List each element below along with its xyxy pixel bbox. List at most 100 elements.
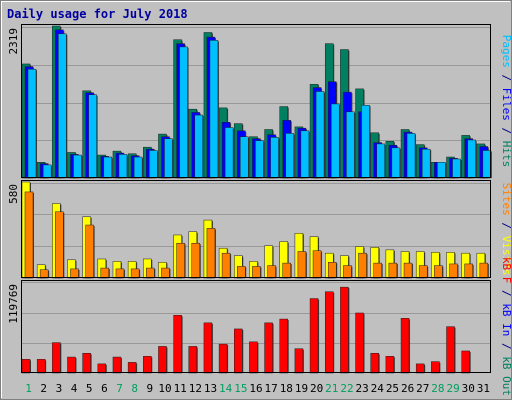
x-tick-label-day-2: 2 <box>40 382 47 395</box>
bar-pages-day-21 <box>330 103 340 179</box>
panel-visits: 580 Sites / Visits <box>7 180 512 279</box>
bar-pages-day-4 <box>73 154 82 179</box>
x-tick-label-day-3: 3 <box>56 382 63 395</box>
bar-sites-day-30 <box>464 263 473 279</box>
bar-pages-day-6 <box>103 156 113 179</box>
bar-pages-day-24 <box>376 143 385 179</box>
bar-sites-day-17 <box>267 265 276 279</box>
x-tick-label-day-14: 14 <box>219 382 233 395</box>
bar-kb-f-day-19 <box>294 348 304 374</box>
bar-kb-f-day-27 <box>415 363 425 374</box>
bar-sites-day-8 <box>130 268 140 279</box>
x-tick-label-day-18: 18 <box>280 382 293 395</box>
bar-pages-day-1 <box>27 68 37 179</box>
bar-kb-f-day-14 <box>218 343 228 374</box>
bar-sites-day-22 <box>343 265 352 279</box>
bar-sites-day-31 <box>479 262 489 279</box>
bar-pages-day-9 <box>149 150 158 179</box>
panel-border <box>21 280 491 373</box>
bar-kb-f-day-10 <box>158 346 167 374</box>
panel-border <box>21 180 491 278</box>
bar-kb-f-day-25 <box>385 356 395 374</box>
bar-sites-day-14 <box>221 252 231 279</box>
bar-sites-day-20 <box>312 250 322 279</box>
bar-kb-f-day-18 <box>279 318 288 374</box>
x-tick-label-day-29: 29 <box>446 382 459 395</box>
bar-sites-day-24 <box>373 262 382 279</box>
bar-sites-day-15 <box>237 266 246 279</box>
series-sites <box>24 191 489 279</box>
x-tick-label-day-20: 20 <box>310 382 323 395</box>
bar-kb-f-day-29 <box>446 326 455 374</box>
bar-sites-day-10 <box>161 267 170 279</box>
legend-entry: Hits <box>500 141 512 168</box>
bar-sites-day-12 <box>191 242 201 279</box>
legend-entry: Pages <box>500 35 512 68</box>
y-max-label: 2319 <box>7 28 20 55</box>
x-tick-label-day-15: 15 <box>234 382 247 395</box>
x-tick-label-day-6: 6 <box>101 382 108 395</box>
x-tick-label-day-27: 27 <box>416 382 429 395</box>
bar-kb-f-day-12 <box>188 346 198 374</box>
legend-entry: kB F <box>500 257 512 284</box>
bar-sites-day-9 <box>146 267 155 279</box>
panel-border <box>21 24 491 178</box>
x-tick-label-day-7: 7 <box>116 382 123 395</box>
bar-pages-day-13 <box>209 40 219 179</box>
bar-pages-day-8 <box>133 156 143 179</box>
bar-sites-day-23 <box>358 252 367 279</box>
bar-sites-day-6 <box>100 267 110 279</box>
x-tick-label-day-8: 8 <box>131 382 138 395</box>
bar-pages-day-3 <box>58 33 67 179</box>
legend-label: Sites / Visits <box>500 183 512 276</box>
bar-kb-f-day-2 <box>36 359 46 374</box>
legend-entry: Visits <box>500 236 512 276</box>
bar-sites-day-11 <box>176 242 185 279</box>
bar-sites-day-26 <box>403 262 413 279</box>
bar-pages-day-26 <box>406 133 416 179</box>
x-axis-labels: 1 2 3 4 5 6 7 8 9 10 11 12 13 14 15 16 17 18 19 20 21 22 23 24 2… <box>25 382 490 395</box>
x-tick-label-day-22: 22 <box>340 382 353 395</box>
bar-sites-day-19 <box>297 251 307 279</box>
bar-pages-day-29 <box>452 158 461 179</box>
bar-kb-f-day-17 <box>264 322 273 374</box>
x-tick-label-day-9: 9 <box>147 382 154 395</box>
bar-pages-day-14 <box>224 127 234 179</box>
bar-kb-f-day-1 <box>21 359 31 374</box>
x-tick-label-day-17: 17 <box>265 382 278 395</box>
panel-hits: 2319 Pages / Files / Hits <box>7 24 512 179</box>
bar-sites-day-21 <box>327 262 337 279</box>
bar-pages-day-16 <box>255 140 264 179</box>
bar-sites-day-25 <box>388 262 398 279</box>
bar-pages-day-31 <box>482 150 492 179</box>
bar-sites-day-18 <box>282 262 291 279</box>
bar-sites-day-2 <box>39 269 49 279</box>
bar-pages-day-18 <box>285 133 294 179</box>
bar-kb-f-day-4 <box>67 356 76 374</box>
x-tick-label-day-16: 16 <box>249 382 262 395</box>
bar-pages-day-19 <box>300 130 310 179</box>
bar-kb-f-day-6 <box>97 363 107 374</box>
bar-sites-day-4 <box>70 268 79 279</box>
bar-kb-f-day-28 <box>431 361 440 374</box>
x-tick-label-day-25: 25 <box>386 382 399 395</box>
x-tick-label-day-1: 1 <box>25 382 32 395</box>
x-tick-label-day-21: 21 <box>325 382 338 395</box>
legend-entry: / <box>500 68 512 88</box>
bar-pages-day-28 <box>437 162 446 179</box>
bar-pages-day-15 <box>240 136 249 179</box>
x-tick-label-day-24: 24 <box>371 382 385 395</box>
bar-kb-f-day-9 <box>143 356 152 374</box>
x-tick-label-day-23: 23 <box>356 382 369 395</box>
x-tick-label-day-26: 26 <box>401 382 414 395</box>
x-tick-label-day-13: 13 <box>204 382 217 395</box>
legend-entry: / <box>500 283 512 303</box>
bar-sites-day-7 <box>115 268 125 279</box>
bar-sites-day-28 <box>434 265 443 279</box>
legend-label: Pages / Files / Hits <box>500 35 512 168</box>
legend-entry: kB In <box>500 303 512 336</box>
bar-pages-day-2 <box>42 164 52 179</box>
chart-title: Daily usage for July 2018 <box>7 7 188 21</box>
bar-kb-f-day-15 <box>234 328 243 374</box>
